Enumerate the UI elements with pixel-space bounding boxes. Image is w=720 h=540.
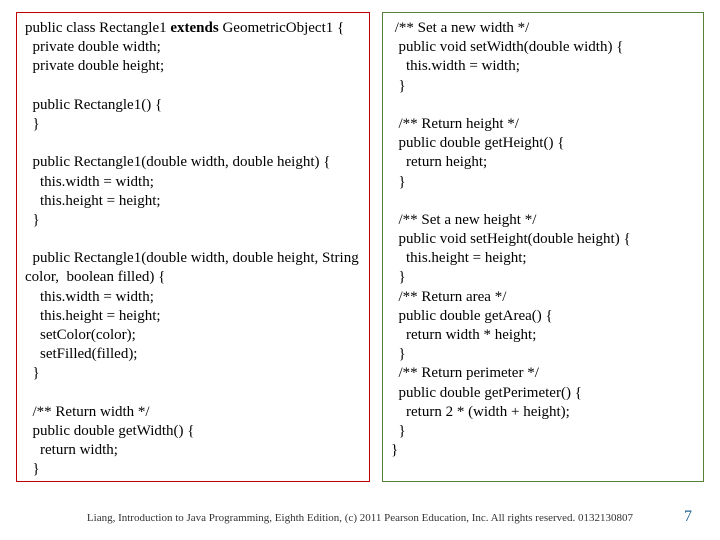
code-line: return width * height;: [391, 327, 536, 343]
code-line: /** Return height */: [391, 116, 519, 132]
code-line: }: [25, 365, 40, 381]
code-blank: [25, 78, 29, 94]
code-line: }: [391, 423, 406, 439]
code-line: private double height;: [25, 58, 164, 74]
code-blank: [391, 193, 395, 209]
code-line: setColor(color);: [25, 327, 136, 343]
code-blank: [25, 385, 29, 401]
code-blank: [25, 135, 29, 151]
code-line: }: [391, 346, 406, 362]
code-line: return width;: [25, 442, 118, 458]
code-line: this.height = height;: [25, 308, 161, 324]
code-line: }: [25, 116, 40, 132]
code-box-left: public class Rectangle1 extends Geometri…: [16, 12, 370, 482]
code-line: /** Return perimeter */: [391, 365, 539, 381]
code-columns: public class Rectangle1 extends Geometri…: [16, 12, 704, 482]
code-line: public void setWidth(double width) {: [391, 39, 623, 55]
code-line: return height;: [391, 154, 487, 170]
code-line: public Rectangle1(double width, double h…: [25, 154, 330, 170]
code-line: }: [25, 461, 40, 477]
code-line: public void setHeight(double height) {: [391, 231, 631, 247]
code-line: public double getWidth() {: [25, 423, 194, 439]
code-line: public Rectangle1() {: [25, 97, 162, 113]
keyword-extends: extends: [170, 20, 218, 36]
code-line: }: [391, 174, 406, 190]
code-blank: [391, 97, 395, 113]
code-line: }: [391, 442, 398, 458]
code-line: return 2 * (width + height);: [391, 404, 570, 420]
code-line: GeometricObject1 {: [219, 20, 345, 36]
code-blank: [25, 231, 29, 247]
code-line: this.height = height;: [25, 193, 161, 209]
code-line: public double getHeight() {: [391, 135, 564, 151]
code-line: public class Rectangle1: [25, 20, 170, 36]
code-line: }: [391, 78, 406, 94]
code-line: private double width;: [25, 39, 161, 55]
code-line: /** Set a new width */: [391, 20, 529, 36]
code-line: public double getArea() {: [391, 308, 553, 324]
slide: public class Rectangle1 extends Geometri…: [0, 0, 720, 540]
page-number: 7: [684, 508, 692, 526]
code-line: /** Return area */: [391, 289, 506, 305]
code-box-right: /** Set a new width */ public void setWi…: [382, 12, 704, 482]
code-line: this.width = width;: [25, 174, 154, 190]
code-line: public double getPerimeter() {: [391, 385, 582, 401]
code-line: /** Return width */: [25, 404, 150, 420]
code-line: setFilled(filled);: [25, 346, 137, 362]
code-line: this.width = width;: [25, 289, 154, 305]
code-line: }: [25, 212, 40, 228]
code-line: }: [391, 269, 406, 285]
code-line: this.height = height;: [391, 250, 527, 266]
footer-citation: Liang, Introduction to Java Programming,…: [0, 512, 720, 524]
code-line: /** Set a new height */: [391, 212, 536, 228]
code-line: this.width = width;: [391, 58, 520, 74]
code-line: public Rectangle1(double width, double h…: [25, 250, 362, 285]
